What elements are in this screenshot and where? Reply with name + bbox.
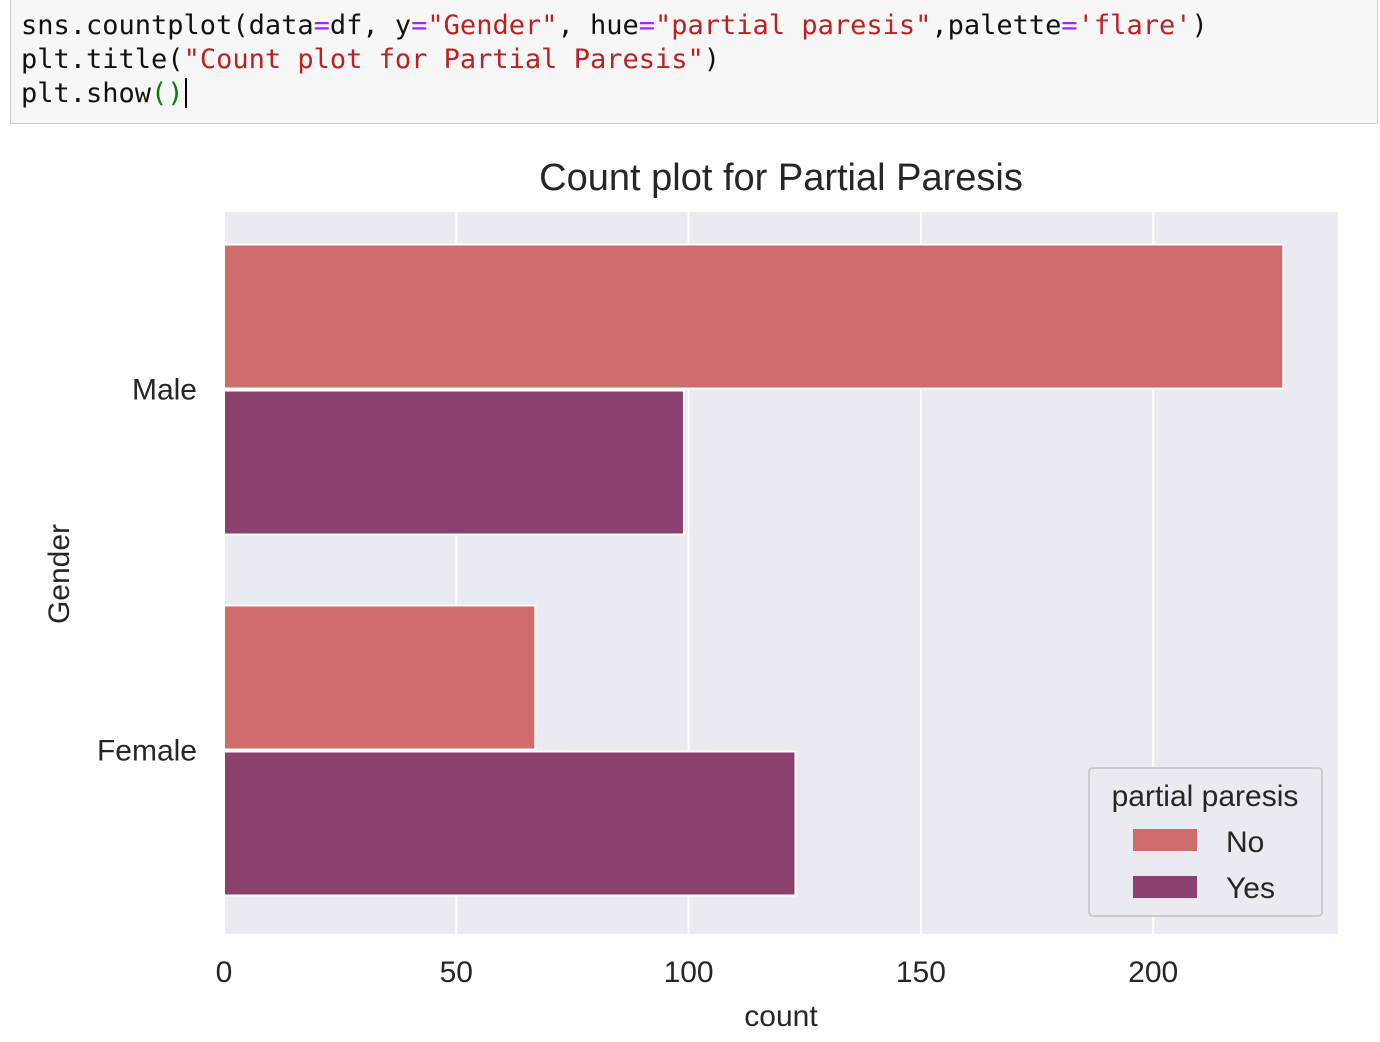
x-axis-label: count (744, 1000, 818, 1033)
y-axis-label: Gender (43, 524, 76, 624)
code-cell[interactable]: sns.countplot(data=df, y="Gender", hue="… (10, 0, 1378, 124)
code-token: 'flare' (1077, 10, 1192, 41)
code-token: "Gender" (427, 10, 558, 41)
code-line[interactable]: plt.show() (21, 76, 1377, 110)
code-token: sns.countplot(data (21, 10, 314, 41)
code-token: "Count plot for Partial Paresis" (183, 44, 704, 75)
code-token: = (638, 10, 656, 41)
legend-label-yes: Yes (1226, 872, 1275, 905)
code-token: df, y (329, 10, 412, 41)
x-tick-label: 50 (440, 956, 473, 989)
code-token: ,palette (931, 10, 1062, 41)
bar-female-yes (223, 750, 797, 897)
code-token: ) (1191, 10, 1208, 41)
legend-swatch-no (1133, 829, 1197, 851)
code-token: ) (703, 44, 720, 75)
code-line[interactable]: sns.countplot(data=df, y="Gender", hue="… (21, 8, 1377, 42)
code-line[interactable]: plt.title("Count plot for Partial Paresi… (21, 42, 1377, 76)
x-tick-label: 0 (216, 956, 233, 989)
code-token: = (313, 10, 330, 41)
legend-swatch-yes (1133, 876, 1197, 898)
code-token: () (151, 78, 184, 109)
chart-title: Count plot for Partial Paresis (539, 157, 1023, 199)
bar-male-no (223, 243, 1285, 390)
legend-label-no: No (1226, 826, 1264, 859)
code-token: , hue (557, 10, 639, 41)
x-tick-label: 100 (664, 956, 714, 989)
bar-male-yes (223, 389, 685, 536)
x-tick-label: 200 (1128, 956, 1178, 989)
count-plot-chart: Count plot for Partial Paresis 0 50 100 150… (43, 157, 1338, 1033)
code-token: = (411, 10, 428, 41)
code-token: plt.title( (21, 44, 184, 75)
bar-female-no (223, 604, 537, 751)
text-cursor (184, 78, 187, 108)
x-tick-label: 150 (896, 956, 946, 989)
legend: partial paresis No Yes (1088, 767, 1323, 917)
code-token: "partial paresis" (655, 10, 932, 41)
legend-title: partial paresis (1112, 780, 1299, 813)
code-token: plt.show (21, 78, 152, 109)
code-token: = (1061, 10, 1078, 41)
y-tick-label: Male (132, 374, 197, 407)
y-tick-label: Female (97, 735, 197, 768)
